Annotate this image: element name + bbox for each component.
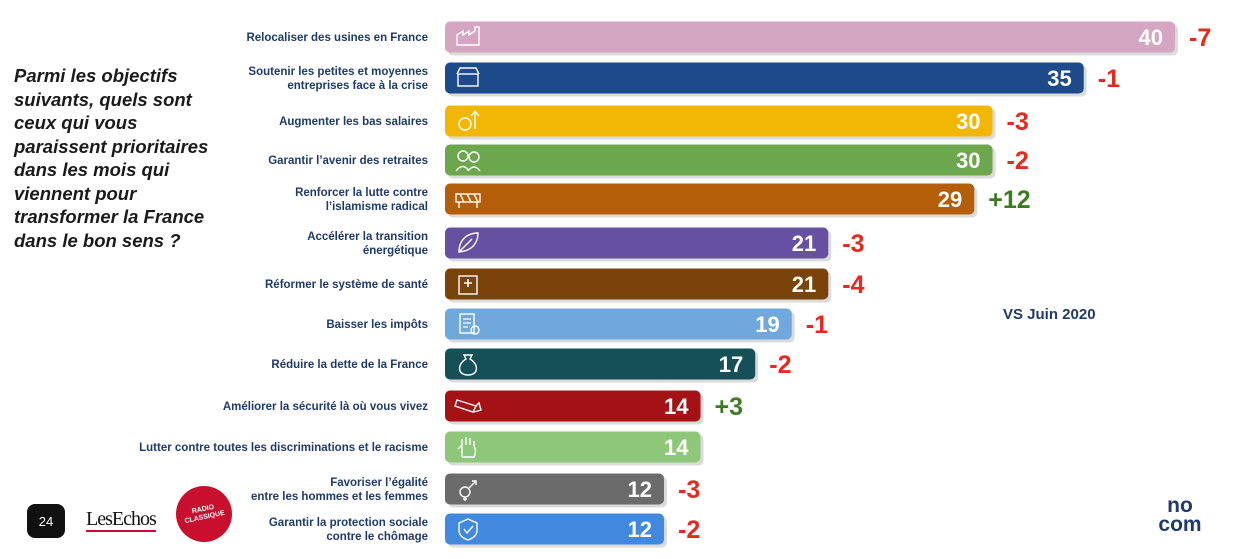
category-label: Réformer le système de santé: [265, 279, 428, 291]
bar: [445, 390, 701, 422]
change-label: -3: [842, 230, 864, 258]
value-label: 35: [1047, 66, 1071, 91]
value-label: 30: [956, 148, 980, 173]
category-label: Réduire la dette de la France: [271, 359, 428, 371]
retirees-icon: [455, 150, 481, 172]
value-label: 14: [664, 435, 689, 460]
bar: [445, 268, 829, 300]
value-label: 12: [628, 477, 652, 502]
bar: [445, 183, 975, 215]
value-label: 17: [719, 352, 743, 377]
change-label: -3: [1007, 108, 1029, 136]
leaf-icon: [458, 232, 479, 253]
factory-icon: [456, 26, 480, 46]
value-label: 30: [956, 109, 980, 134]
category-label: Relocaliser des usines en France: [246, 32, 428, 44]
comparison-label: VS Juin 2020: [1003, 306, 1096, 323]
change-label: -2: [769, 351, 791, 379]
category-label: Favoriser l’égalité entre les hommes et l…: [251, 477, 428, 503]
value-label: 29: [938, 187, 962, 212]
bar: [445, 62, 1084, 94]
category-label: Garantir l’avenir des retraites: [268, 155, 428, 167]
equality-icon: [459, 480, 477, 501]
value-label: 12: [628, 517, 652, 542]
bar: [445, 227, 829, 259]
change-label: -1: [1098, 65, 1120, 93]
category-label: Soutenir les petites et moyennes entrepri…: [248, 66, 428, 92]
change-label: -2: [678, 516, 700, 544]
salary-icon: [458, 109, 480, 131]
lesechos-logo: LesEchos: [86, 508, 157, 532]
barrier-icon: [455, 193, 481, 208]
hospital-icon: [458, 275, 478, 295]
value-label: 40: [1139, 25, 1163, 50]
nocom-logo: no com: [1158, 494, 1202, 536]
change-label: +3: [715, 393, 744, 421]
radio-classique-logo: RADIO CLASSIQUE: [176, 486, 232, 542]
change-label: +12: [988, 186, 1030, 214]
value-label: 21: [792, 272, 816, 297]
category-label: Améliorer la sécurité là où vous vivez: [223, 401, 428, 413]
bar: [445, 105, 993, 137]
bar: [445, 144, 993, 176]
change-label: -3: [678, 476, 700, 504]
bar: [445, 473, 664, 505]
tax-icon: [459, 313, 480, 335]
change-label: -1: [806, 311, 828, 339]
hand-icon: [457, 437, 477, 458]
bar: [445, 513, 664, 545]
category-label: Renforcer la lutte contre l’islamisme rad…: [295, 187, 428, 213]
bar: [445, 431, 701, 463]
page-number: 24: [27, 504, 65, 538]
bar: [445, 21, 1175, 53]
value-label: 19: [755, 312, 779, 337]
bar: [445, 308, 792, 340]
category-label: Garantir la protection sociale contre le …: [269, 517, 428, 543]
question-text: Parmi les objectifs suivants, quels sont…: [14, 65, 209, 251]
category-label: Accélérer la transition énergétique: [307, 231, 428, 257]
change-label: -2: [1007, 147, 1029, 175]
shield-icon: [458, 518, 478, 541]
camera-icon: [454, 399, 482, 413]
value-label: 14: [664, 394, 689, 419]
category-label: Augmenter les bas salaires: [279, 116, 428, 128]
change-label: -7: [1189, 24, 1211, 52]
category-label: Lutter contre toutes les discriminations…: [139, 442, 428, 454]
shop-icon: [456, 67, 480, 87]
category-label: Baisser les impôts: [326, 319, 428, 331]
change-label: -4: [842, 271, 864, 299]
debt-icon: [458, 354, 478, 376]
value-label: 21: [792, 231, 816, 256]
radio-classique-logo-text: RADIO CLASSIQUE: [184, 503, 226, 526]
bar: [445, 348, 756, 380]
